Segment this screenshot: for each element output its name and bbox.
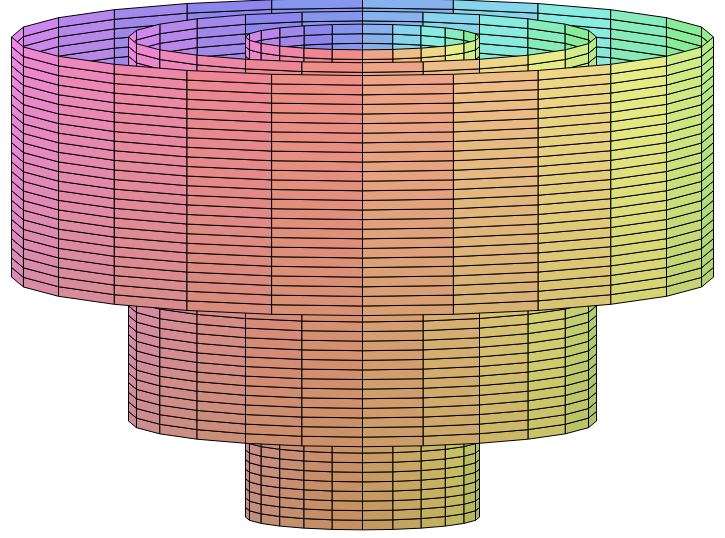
chart-container <box>0 0 725 538</box>
surface-panel <box>272 171 363 182</box>
surface-panel <box>363 200 454 211</box>
surface-panel <box>565 44 588 60</box>
surface-panel <box>261 28 280 40</box>
surface-panel <box>363 171 454 182</box>
surface-panel <box>272 123 363 134</box>
surface-panel <box>272 210 363 221</box>
surface-panel <box>261 43 280 55</box>
surface-panel <box>272 104 363 115</box>
surface-panel <box>393 499 421 510</box>
surface-panel <box>272 142 363 153</box>
surface-panel <box>393 490 421 501</box>
plot-svg <box>0 0 725 538</box>
surface-panel <box>272 152 363 163</box>
surface-panel <box>423 12 479 24</box>
surface-panel <box>272 75 363 86</box>
surface-panel <box>363 229 454 240</box>
surface-panel <box>197 15 245 29</box>
surface-panel <box>272 114 363 125</box>
surface-panel <box>272 85 363 96</box>
surface-panel <box>363 181 454 192</box>
surface-panel <box>332 34 362 44</box>
surface-panel <box>272 190 363 201</box>
surface-panel <box>23 18 58 37</box>
surface-panel <box>187 0 272 13</box>
surface-panel <box>136 44 159 60</box>
surface-panel <box>393 509 421 520</box>
surface-panel <box>272 0 363 9</box>
surface-panel <box>363 34 393 44</box>
surface-panel <box>304 34 332 45</box>
surface-panel <box>363 142 454 153</box>
surface-panel <box>589 37 597 53</box>
surface <box>12 0 714 530</box>
surface-panel <box>393 519 421 530</box>
surface-panel <box>453 0 538 13</box>
surface-panel <box>280 26 304 38</box>
surface-panel <box>363 75 454 86</box>
surface-panel <box>445 28 464 40</box>
surface-panel <box>136 24 159 40</box>
surface-panel <box>272 94 363 105</box>
surface-panel <box>702 37 714 57</box>
surface-panel <box>421 46 445 58</box>
surface-panel <box>363 0 454 9</box>
surface-panel <box>363 114 454 125</box>
surface-panel <box>302 11 363 21</box>
surface-panel <box>246 37 250 50</box>
surface-panel <box>565 24 588 40</box>
surface-panel <box>393 471 421 482</box>
surface-panel <box>393 25 421 36</box>
surface-panel <box>480 15 528 29</box>
surface-panel <box>363 152 454 163</box>
surface-panel <box>59 10 115 28</box>
surface-panel <box>12 37 24 57</box>
surface-panel <box>280 46 304 58</box>
surface-panel <box>363 24 393 34</box>
surface-panel <box>272 133 363 144</box>
surface-panel <box>363 11 424 21</box>
surface-panel <box>363 210 454 221</box>
surface-panel <box>363 85 454 96</box>
surface-panel <box>272 162 363 173</box>
surface-panel <box>538 4 611 20</box>
surface-panel <box>528 19 565 34</box>
surface-panel <box>304 25 332 36</box>
surface-panel <box>114 4 187 20</box>
surface-panel <box>393 461 421 472</box>
surface-panel <box>464 40 476 53</box>
surface-panel <box>363 94 454 105</box>
surface-panel <box>272 181 363 192</box>
surface-panel <box>363 133 454 144</box>
surface-panel <box>393 480 421 491</box>
surface-panel <box>393 34 421 45</box>
surface-panel <box>272 229 363 240</box>
surface-panel <box>363 123 454 134</box>
surface-panel <box>363 162 454 173</box>
surface-panel <box>272 219 363 230</box>
surface-panel <box>445 43 464 55</box>
surface-panel <box>363 104 454 115</box>
surface-panel <box>476 37 480 50</box>
surface-panel <box>332 24 362 34</box>
surface-panel <box>363 219 454 230</box>
surface-panel <box>272 200 363 211</box>
surface-panel <box>246 12 302 24</box>
surface-panel <box>611 10 667 28</box>
surface-panel <box>666 18 701 37</box>
surface-panel <box>363 190 454 201</box>
surface-panel <box>249 40 261 53</box>
surface-panel <box>160 19 197 34</box>
surface-panel <box>421 26 445 38</box>
surface-panel <box>129 37 137 53</box>
